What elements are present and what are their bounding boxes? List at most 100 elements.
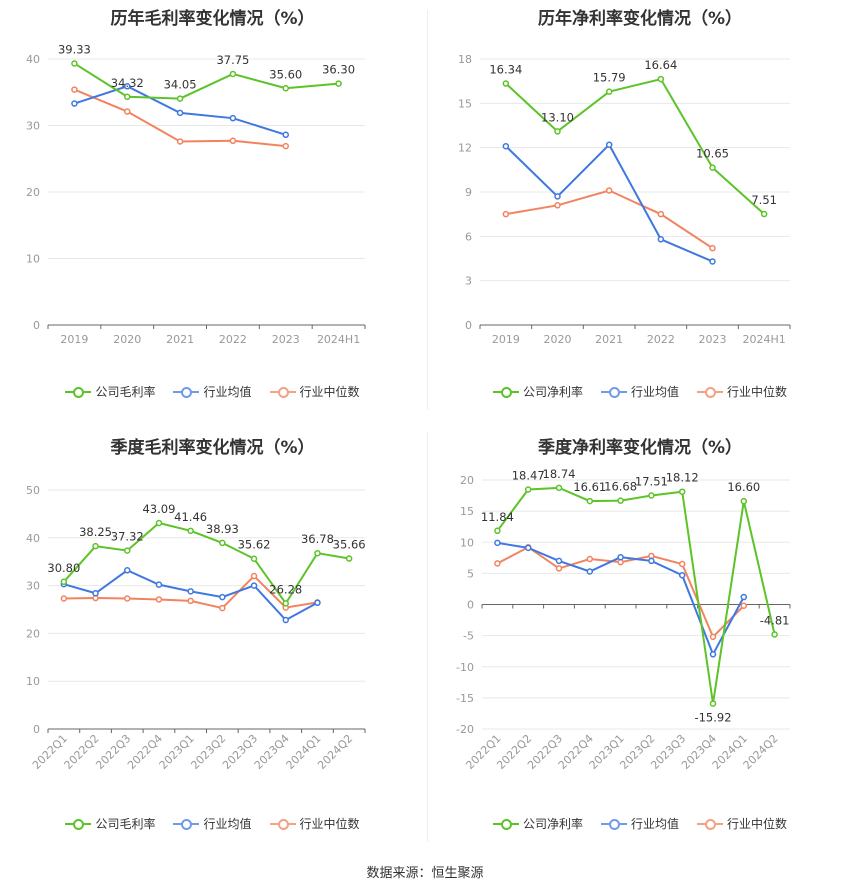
data-point: [554, 128, 561, 135]
industry-avg-series: [502, 141, 716, 265]
y-tick-label: 10: [26, 675, 40, 688]
legend-label: 公司毛利率: [95, 817, 156, 831]
data-point: [771, 631, 778, 638]
legend-item-industry-median[interactable]: 行业中位数: [697, 383, 787, 400]
data-point: [678, 571, 686, 579]
data-label: 16.60: [727, 480, 760, 494]
x-tick-label: 2023: [272, 333, 300, 346]
data-label: 10.65: [696, 147, 729, 161]
data-label: 37.32: [111, 530, 144, 544]
y-tick-label: 6: [465, 230, 472, 243]
legend-item-company[interactable]: 公司毛利率: [65, 383, 155, 400]
legend-item-industry-median[interactable]: 行业中位数: [269, 383, 360, 400]
industry-avg-series: [494, 539, 748, 658]
data-point: [219, 604, 226, 612]
data-point: [250, 582, 258, 589]
y-tick-label: -15: [456, 692, 474, 705]
legend-item-industry-avg[interactable]: 行业均值: [173, 383, 252, 400]
data-point: [678, 560, 686, 568]
industry-median-series: [71, 86, 289, 150]
data-label: 26.28: [269, 582, 302, 596]
legend: 公司毛利率 行业均值 行业中位数: [0, 815, 425, 832]
data-point: [555, 565, 563, 572]
data-point: [282, 85, 289, 92]
data-label: 13.10: [541, 110, 574, 124]
data-label: 39.33: [58, 42, 91, 56]
x-tick-label: 2020: [544, 333, 572, 346]
data-point: [494, 527, 501, 535]
y-tick-label: 5: [467, 567, 474, 580]
legend-item-company[interactable]: 公司毛利率: [65, 815, 155, 832]
data-label: 11.84: [481, 510, 514, 524]
data-label: 34.32: [111, 76, 144, 90]
legend-line-icon: [173, 386, 200, 398]
chart-title: 季度净利率变化情况（%）: [537, 438, 743, 458]
y-tick-label: 15: [458, 97, 472, 110]
data-point: [554, 193, 561, 200]
line-chart: 0 3 6 9 12 15 18 2019 2020 2021 2022 2023 2024H1 16.3…: [458, 53, 791, 346]
data-point: [219, 539, 226, 547]
legend-line-icon: [173, 818, 200, 830]
y-tick-label: 9: [465, 186, 472, 199]
company-series: 16.34 13.10 15.79 16.64 10.65 7.51: [489, 58, 777, 218]
data-point: [617, 553, 624, 561]
legend-label: 行业均值: [630, 817, 679, 831]
y-tick-label: 3: [465, 275, 472, 288]
y-tick-label: 40: [26, 532, 40, 545]
series-line: [505, 189, 714, 249]
y-tick-label: 15: [460, 505, 474, 518]
data-point: [648, 557, 655, 565]
data-label: 15.79: [593, 71, 626, 85]
legend-item-company[interactable]: 公司净利率: [492, 815, 583, 832]
chart-title: 历年毛利率变化情况（%）: [110, 9, 315, 29]
data-point: [709, 651, 717, 658]
data-point: [740, 602, 748, 609]
data-point: [709, 700, 717, 707]
data-point: [282, 131, 289, 139]
data-point: [709, 258, 716, 265]
y-tick-label: 0: [33, 723, 40, 736]
industry-median-series: [502, 187, 716, 252]
legend-item-industry-avg[interactable]: 行业均值: [173, 815, 252, 832]
data-point: [345, 555, 353, 562]
data-point: [524, 486, 532, 493]
legend-line-icon: [65, 818, 92, 830]
data-point: [657, 210, 665, 218]
data-label: 38.25: [79, 525, 112, 539]
data-point: [494, 560, 501, 567]
data-label: 38.93: [206, 522, 239, 536]
legend-item-industry-avg[interactable]: 行业均值: [600, 815, 679, 832]
legend-item-company[interactable]: 公司净利率: [492, 383, 583, 400]
series-line: [73, 62, 339, 100]
data-label: 34.05: [164, 78, 197, 92]
data-point: [187, 527, 194, 535]
legend-line-icon: [492, 818, 519, 830]
legend-line-icon: [492, 386, 519, 398]
data-point: [709, 164, 716, 171]
legend-item-industry-median[interactable]: 行业中位数: [269, 815, 360, 832]
data-point: [648, 492, 655, 499]
data-label: 16.61: [573, 480, 606, 494]
x-tick-label: 2020: [113, 333, 141, 346]
y-tick-label: 12: [458, 142, 472, 155]
company-series: 39.33 34.32 34.05 37.75 35.60 36.30: [58, 42, 355, 102]
y-tick-label: -10: [456, 661, 474, 674]
data-point: [92, 542, 99, 550]
data-point: [314, 599, 321, 607]
data-label: 41.46: [174, 510, 207, 524]
legend-line-icon: [65, 386, 92, 398]
chart-title: 历年净利率变化情况（%）: [537, 9, 743, 29]
legend-line-icon: [697, 818, 723, 830]
data-point: [502, 142, 510, 150]
legend-label: 行业均值: [203, 817, 252, 831]
y-tick-label: 50: [26, 484, 40, 497]
data-point: [709, 244, 716, 252]
legend-item-industry-median[interactable]: 行业中位数: [697, 815, 787, 832]
data-point: [740, 497, 748, 505]
legend-item-industry-avg[interactable]: 行业均值: [600, 383, 679, 400]
chart-annual-net-margin: 历年净利率变化情况（%） 0 3 6 9 12 15 18 2019 2020 2021 2022 2…: [430, 0, 850, 410]
divider: [427, 432, 428, 842]
line-chart: -20-15-10-5051015202022Q12022Q22022Q3202…: [456, 467, 791, 772]
series-line: [496, 486, 776, 704]
